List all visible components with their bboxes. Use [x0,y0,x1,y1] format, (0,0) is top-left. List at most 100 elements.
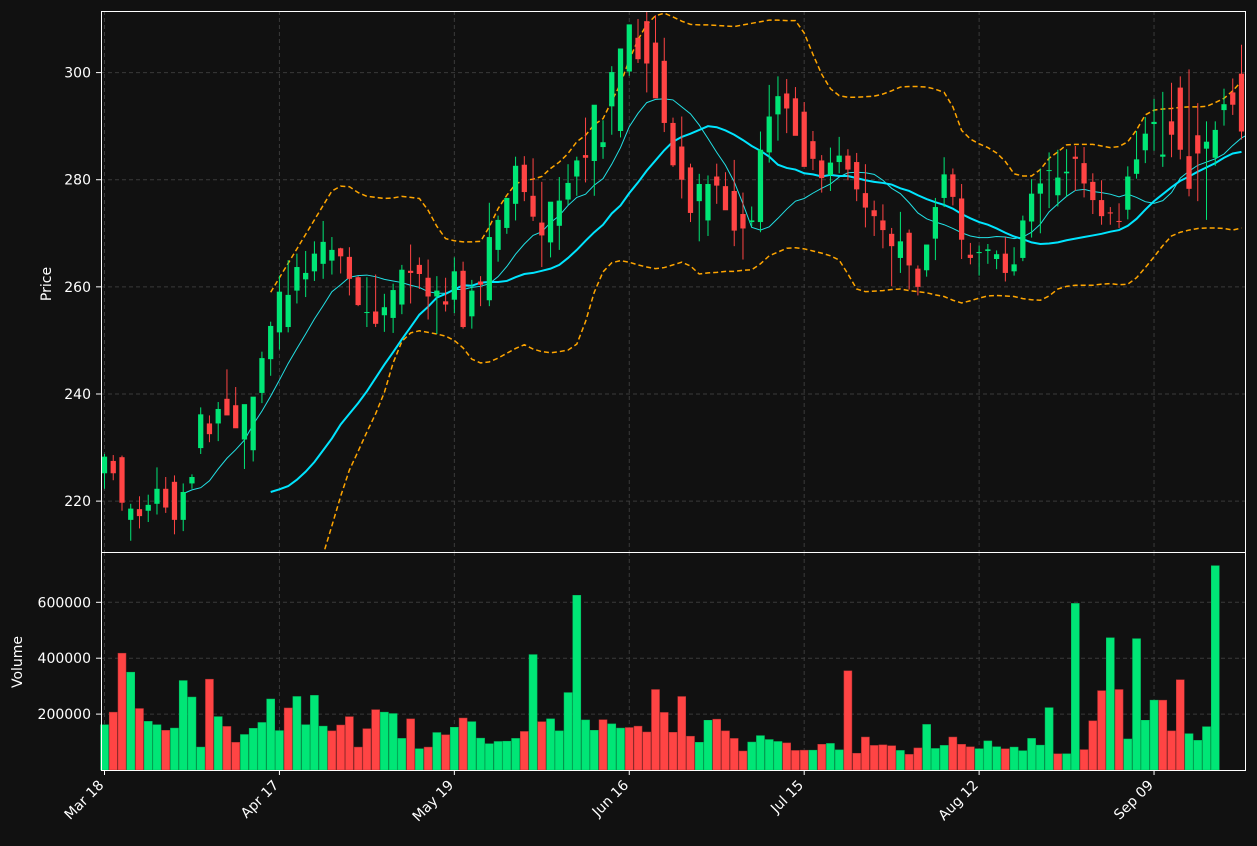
candle-body [504,197,510,228]
candle-body [950,174,956,197]
volume-bar [441,734,450,771]
volume-bar [686,735,695,771]
candle-body [1046,170,1052,172]
candle-body [775,96,781,115]
candle-body [1151,121,1157,125]
volume-bar [161,730,170,771]
candle-body [329,249,335,261]
volume-bar [152,724,162,771]
candle-body [1072,156,1078,159]
candle-body [897,241,904,258]
volume-bar [668,732,678,771]
candle-body [233,405,239,429]
candle-body [171,481,178,520]
candle-body [530,195,536,217]
candle-body [757,149,764,223]
volume-bar [939,745,949,771]
candle-body [1081,163,1087,184]
volume-bar [1141,720,1150,771]
volume-bar [546,718,555,771]
volume-bars [100,565,1220,771]
price-panel: 220 240 260 280 300 Price [39,11,1246,553]
volume-bar [896,750,905,771]
candle-body [626,24,632,72]
candle-body [819,160,825,179]
volume-bar [904,754,914,771]
candle-body [495,219,501,250]
candle-body [845,155,851,170]
volume-bar [1079,749,1089,771]
candle-body [749,220,755,223]
candle-body [539,222,545,236]
candle-body [259,358,265,393]
candle-body [582,155,589,158]
candle-body [136,509,143,517]
candle-body [163,488,169,508]
volume-bar [283,707,293,771]
candle-body [976,252,982,254]
volume-bar [721,730,730,771]
volume-bar [616,727,625,771]
candle-body [705,184,711,221]
candle-body [731,190,737,231]
candle-body [687,167,694,213]
volume-bar [511,738,520,771]
candle-body [722,186,729,211]
candle-body [591,104,597,161]
price-tick-label: 220 [64,494,91,510]
volume-bar [1062,753,1071,771]
volume-bar [1053,753,1063,771]
candle-body [460,270,466,328]
candle-body [854,162,860,190]
candle-body [565,182,571,200]
price-tick-label: 280 [64,173,91,189]
candle-body [993,254,1000,260]
volume-bar [450,726,459,771]
candle-body [1221,104,1227,111]
volume-bar [974,748,984,771]
lower-band-line [323,227,1242,552]
candle-body [635,37,641,60]
volume-bar [861,736,870,771]
volume-panel: 200000 400000 600000 Volume [10,552,1246,771]
candle-body [355,277,361,306]
candle-body [486,237,492,301]
volume-bar [476,737,485,771]
candle-body [198,414,204,449]
volume-bar [502,740,512,771]
volume-bar [388,713,398,771]
upper-band-line [270,12,1245,293]
volume-bar [992,746,1001,771]
candle-body [958,198,965,240]
price-tick-label: 300 [64,66,91,82]
candle-body [792,98,799,136]
candle-body [1133,159,1140,174]
volume-bar [826,743,835,771]
candle-body [303,272,309,280]
volume-bar [257,722,267,771]
candle-body [364,312,370,314]
volume-bar [432,732,442,771]
sma10-line [183,98,1245,495]
volume-bar [694,742,704,771]
candle-body [880,220,886,231]
volume-bar [126,671,136,771]
candle-body [740,214,746,229]
candle-body [119,457,125,503]
volume-bar [310,695,319,771]
candle-body [871,210,877,217]
candle-body [338,248,344,257]
candle-body [434,290,440,297]
candle-body [889,233,895,247]
candle-body [512,165,519,204]
volume-bar [318,725,328,771]
candle-body [1177,87,1183,150]
candle-body [714,176,720,186]
volume-bar [371,709,380,771]
volume-bar [231,742,240,771]
volume-bar [336,724,345,771]
candle-body [1002,253,1008,273]
candle-body [801,111,807,167]
volume-bar [1071,603,1080,771]
candle-body [556,200,562,226]
